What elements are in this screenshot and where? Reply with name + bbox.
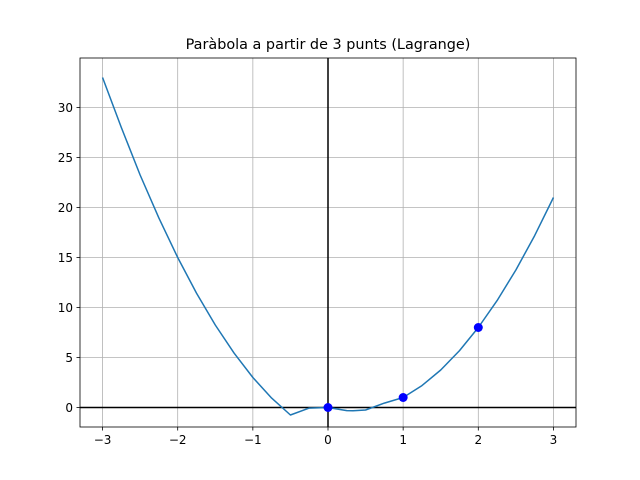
data-point	[323, 403, 333, 412]
x-tick-label: 1	[399, 433, 407, 447]
y-tick-label: 0	[65, 401, 73, 415]
data-point	[473, 323, 483, 332]
x-tick-label: 3	[550, 433, 558, 447]
y-tick-label: 30	[58, 101, 73, 115]
y-tick-label: 25	[58, 151, 73, 165]
y-tick-label: 20	[58, 201, 73, 215]
data-layer	[101, 77, 555, 416]
x-tick-label: 0	[324, 433, 332, 447]
x-axis: −3 −2 −1 0 1 2 3	[94, 427, 558, 447]
y-axis: 0 5 10 15 20 25 30	[58, 101, 80, 415]
x-tick-label: −2	[169, 433, 187, 447]
chart-title: Paràbola a partir de 3 punts (Lagrange)	[186, 37, 471, 53]
x-tick-label: 2	[474, 433, 482, 447]
y-tick-label: 5	[65, 351, 73, 365]
x-tick-label: −3	[94, 433, 112, 447]
data-point	[398, 393, 408, 402]
y-tick-label: 10	[58, 301, 73, 315]
y-tick-label: 15	[58, 251, 73, 265]
parabola-line	[101, 77, 555, 416]
x-tick-label: −1	[244, 433, 262, 447]
